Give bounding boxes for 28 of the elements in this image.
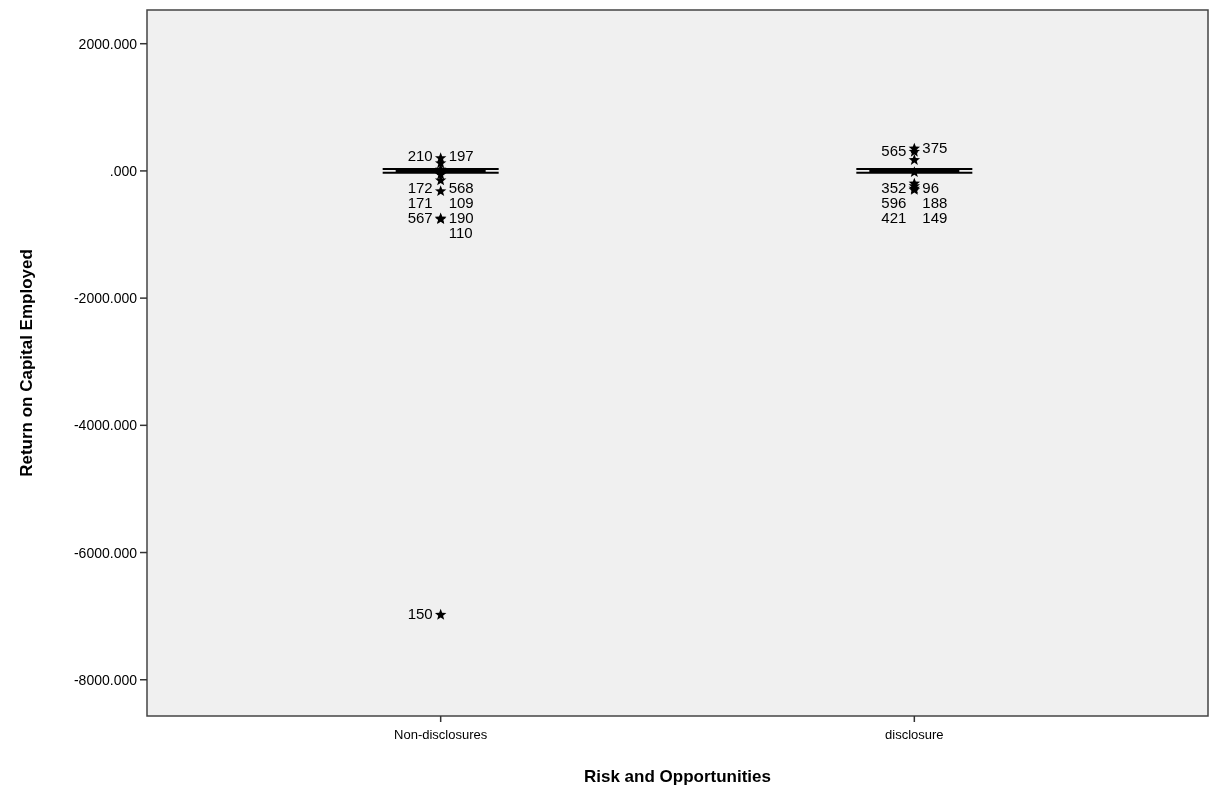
y-tick-label: -4000.000	[73, 417, 138, 434]
y-tick-label: .000	[109, 162, 138, 179]
x-tick-label: disclosure	[885, 727, 944, 742]
y-axis-title: Return on Capital Employed	[17, 249, 36, 477]
annotation: 150	[407, 604, 433, 622]
annotation: 190	[448, 208, 474, 226]
annotation: 421	[881, 208, 907, 226]
annotation: 352	[881, 178, 907, 196]
annotation: 172	[407, 178, 433, 196]
x-axis-title: Risk and Opportunities	[583, 767, 772, 786]
y-tick-label: -8000.000	[73, 671, 138, 688]
annotation: 565	[881, 141, 907, 159]
annotation: 197	[448, 146, 474, 164]
annotation: 596	[881, 193, 907, 211]
annotation: 210	[407, 146, 433, 164]
annotation: 109	[448, 193, 474, 211]
x-tick-label: Non-disclosures	[394, 727, 488, 742]
annotation: 375	[922, 138, 948, 156]
y-tick-label: 2000.000	[78, 35, 138, 52]
annotation: 568	[448, 178, 474, 196]
annotation: 171	[407, 193, 433, 211]
annotation: 188	[922, 193, 948, 211]
annotation: 149	[922, 208, 948, 226]
y-tick-label: -6000.000	[73, 544, 138, 561]
annotation: 96	[922, 178, 940, 196]
y-tick-label: -2000.000	[73, 290, 138, 307]
annotation: 110	[448, 223, 473, 241]
annotation: 567	[407, 208, 433, 226]
